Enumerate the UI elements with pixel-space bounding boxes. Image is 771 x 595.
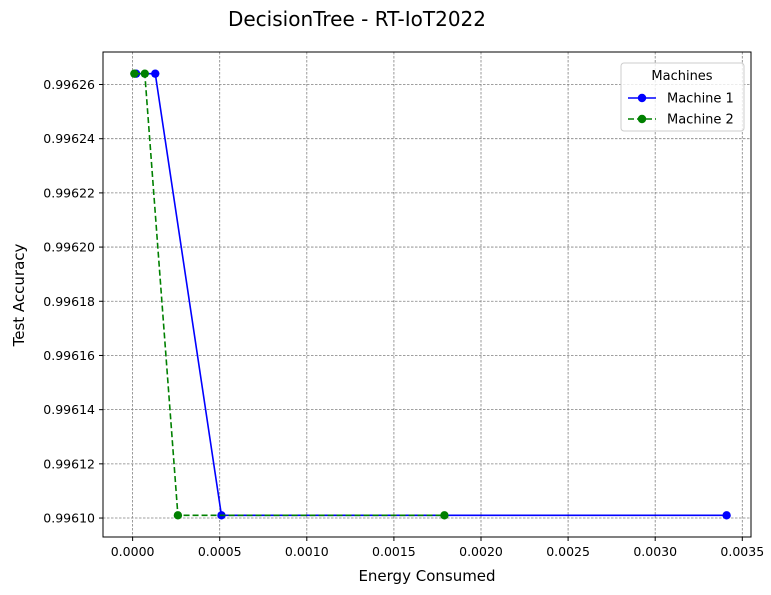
legend-label: Machine 1 (667, 92, 734, 107)
x-axis-label: Energy Consumed (358, 567, 495, 585)
y-tick-label: 0.99616 (43, 348, 95, 363)
series-group (130, 69, 731, 519)
x-tick-label: 0.0035 (720, 544, 764, 559)
legend: Machines Machine 1 Machine 2 (621, 63, 744, 131)
legend-marker (638, 115, 646, 123)
series-line (134, 74, 444, 516)
y-axis-label: Test Accuracy (10, 243, 28, 347)
y-tick-label: 0.99612 (43, 456, 95, 471)
x-tick-label: 0.0015 (372, 544, 416, 559)
y-tick-label: 0.99622 (43, 185, 95, 200)
y-tick-label: 0.99614 (43, 402, 95, 417)
data-point (141, 69, 149, 77)
x-tick-label: 0.0020 (459, 544, 503, 559)
series-machine-1 (132, 69, 731, 519)
y-tick-label: 0.99620 (43, 240, 95, 255)
data-point (440, 511, 448, 519)
x-tick-label: 0.0010 (285, 544, 329, 559)
series-machine-2 (130, 69, 448, 519)
y-tick-label: 0.99618 (43, 294, 95, 309)
data-point (174, 511, 182, 519)
x-tick-label: 0.0025 (546, 544, 590, 559)
data-point (151, 69, 159, 77)
y-tick-label: 0.99610 (43, 511, 95, 526)
legend-marker (638, 94, 646, 102)
legend-label: Machine 2 (667, 113, 734, 128)
y-tick-label: 0.99626 (43, 77, 95, 92)
x-tick-label: 0.0000 (111, 544, 155, 559)
series-line (136, 74, 727, 516)
legend-title: Machines (651, 69, 712, 84)
x-tick-label: 0.0005 (198, 544, 242, 559)
axis-ticks: 0.0000 0.0005 0.0010 0.0015 0.0020 0.0025 0.00… (43, 77, 764, 559)
data-point (722, 511, 730, 519)
data-point (130, 69, 138, 77)
y-tick-label: 0.99624 (43, 131, 95, 146)
chart-title: DecisionTree - RT-IoT2022 (228, 7, 486, 31)
x-tick-label: 0.0030 (633, 544, 677, 559)
